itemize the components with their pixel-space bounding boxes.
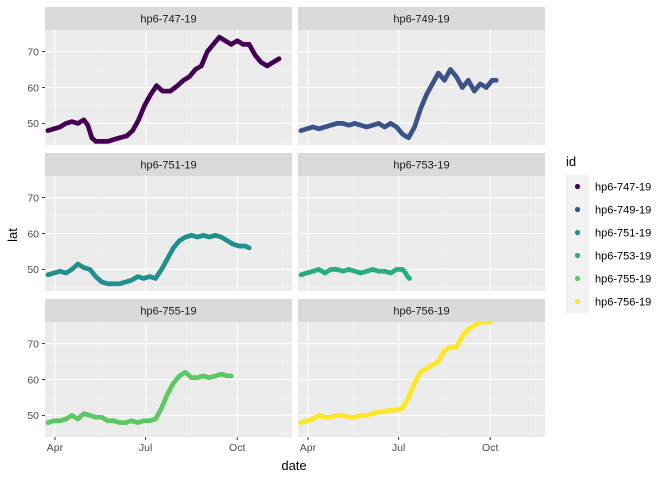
legend-swatch bbox=[574, 298, 581, 305]
x-tick-label: Apr bbox=[47, 442, 64, 454]
facet-panel-hp6-749-19: hp6-749-19 bbox=[298, 7, 545, 145]
facet-strip-label: hp6-751-19 bbox=[140, 160, 196, 172]
legend-label: hp6-756-19 bbox=[595, 297, 651, 309]
facet-strip bbox=[298, 153, 545, 176]
data-points bbox=[45, 369, 234, 426]
facet-panels: hp6-747-19 hp6-749-19 hp6-751-19 hp6-753-19… bbox=[45, 7, 545, 437]
y-axis-title: lat bbox=[5, 228, 20, 242]
data-point bbox=[487, 322, 493, 325]
facet-strip-label: hp6-753-19 bbox=[393, 160, 449, 172]
y-tick-label: 50 bbox=[27, 118, 39, 130]
data-points bbox=[298, 67, 499, 141]
legend-swatch bbox=[574, 183, 581, 190]
facet-panel-hp6-756-19: hp6-756-19 bbox=[298, 299, 545, 437]
x-tick-label: Jul bbox=[139, 442, 152, 454]
legend-item-hp6-756-19: hp6-756-19 bbox=[566, 290, 651, 313]
data-point bbox=[276, 56, 282, 62]
facet-strip-label: hp6-756-19 bbox=[393, 306, 449, 318]
legend-title: id bbox=[566, 154, 576, 169]
facet-strip bbox=[45, 7, 292, 30]
legend-item-hp6-751-19: hp6-751-19 bbox=[566, 221, 651, 244]
legend-label: hp6-751-19 bbox=[595, 228, 651, 240]
x-tick-label: Apr bbox=[300, 442, 317, 454]
data-point bbox=[246, 245, 252, 251]
y-tick-label: 50 bbox=[27, 264, 39, 276]
x-axis: Apr Jul Oct Apr Jul Oct bbox=[47, 437, 498, 454]
legend-label: hp6-755-19 bbox=[595, 274, 651, 286]
legend-label: hp6-753-19 bbox=[595, 251, 651, 263]
data-points bbox=[45, 34, 282, 144]
facet-panel-hp6-755-19: hp6-755-19 bbox=[45, 299, 292, 437]
facet-strip bbox=[45, 153, 292, 176]
legend: id hp6-747-19 hp6-749-19 hp6-751-19 hp6-753… bbox=[566, 154, 651, 313]
y-tick-label: 60 bbox=[27, 228, 39, 240]
y-tick-label: 70 bbox=[27, 338, 39, 350]
y-tick-label: 60 bbox=[27, 374, 39, 386]
legend-swatch bbox=[574, 275, 581, 282]
facet-strip bbox=[45, 299, 292, 322]
legend-label: hp6-747-19 bbox=[595, 182, 651, 194]
y-axis: 50 60 70 50 60 70 50 60 70 bbox=[27, 46, 45, 422]
legend-swatch bbox=[574, 229, 581, 236]
x-tick-label: Oct bbox=[229, 442, 245, 454]
data-point bbox=[407, 276, 412, 281]
facet-strip-label: hp6-747-19 bbox=[140, 14, 196, 26]
data-point bbox=[228, 373, 234, 379]
y-tick-label: 70 bbox=[27, 46, 39, 58]
facet-panel-hp6-753-19: hp6-753-19 bbox=[298, 153, 545, 291]
y-tick-label: 50 bbox=[27, 410, 39, 422]
facet-strip-label: hp6-755-19 bbox=[140, 306, 196, 318]
facet-strip bbox=[298, 299, 545, 322]
legend-item-hp6-749-19: hp6-749-19 bbox=[566, 198, 651, 221]
legend-swatch bbox=[574, 206, 581, 213]
x-axis-title: date bbox=[281, 458, 306, 473]
facet-strip-label: hp6-749-19 bbox=[393, 14, 449, 26]
legend-label: hp6-749-19 bbox=[595, 205, 651, 217]
x-tick-label: Jul bbox=[392, 442, 405, 454]
gridlines bbox=[45, 176, 292, 291]
y-tick-label: 60 bbox=[27, 82, 39, 94]
legend-swatch bbox=[574, 252, 581, 259]
y-tick-label: 70 bbox=[27, 192, 39, 204]
facet-strip bbox=[298, 7, 545, 30]
facet-panel-hp6-751-19: hp6-751-19 bbox=[45, 153, 292, 291]
data-points bbox=[45, 232, 252, 287]
legend-item-hp6-753-19: hp6-753-19 bbox=[566, 244, 651, 267]
data-points bbox=[298, 267, 412, 281]
data-points bbox=[298, 322, 493, 426]
data-point bbox=[493, 77, 499, 83]
legend-item-hp6-747-19: hp6-747-19 bbox=[566, 175, 651, 198]
x-tick-label: Oct bbox=[482, 442, 498, 454]
gridlines bbox=[298, 30, 545, 145]
legend-item-hp6-755-19: hp6-755-19 bbox=[566, 267, 651, 290]
facet-panel-hp6-747-19: hp6-747-19 bbox=[45, 7, 292, 145]
